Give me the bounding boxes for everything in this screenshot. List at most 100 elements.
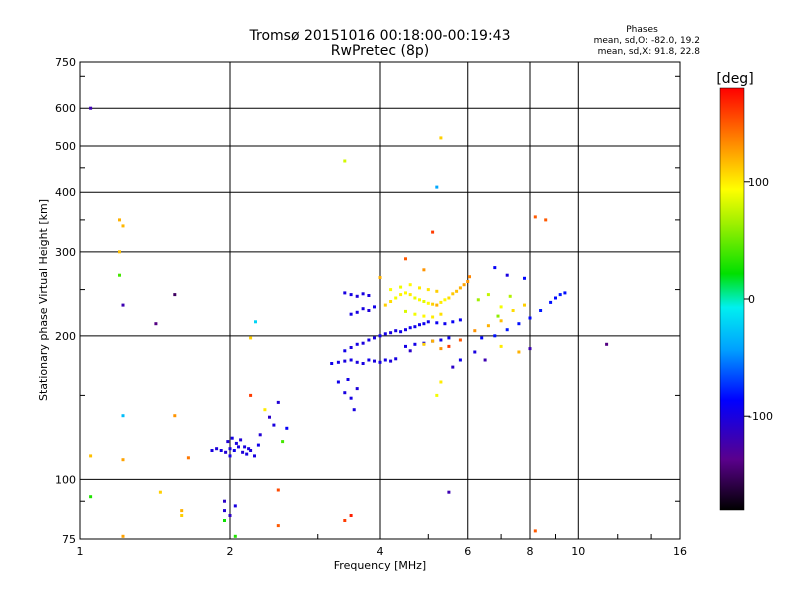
data-point [443, 322, 447, 326]
x-axis: 1 2 4 6 8 10 16 [77, 534, 687, 558]
x-tick-label: 10 [571, 545, 585, 558]
data-point [373, 336, 376, 340]
data-point [154, 322, 158, 326]
data-point [281, 440, 285, 444]
data-point [349, 396, 353, 400]
data-point [239, 438, 243, 442]
y-tick-label: 75 [62, 533, 76, 546]
data-point [118, 218, 121, 222]
data-point [158, 490, 162, 494]
data-point [404, 309, 407, 313]
plot-frame [79, 61, 681, 540]
data-point [439, 136, 443, 140]
data-point [533, 529, 537, 533]
data-point [223, 499, 226, 503]
data-point [243, 445, 247, 449]
data-point [408, 349, 412, 353]
data-points [89, 106, 609, 538]
data-point [343, 519, 347, 522]
data-point [431, 302, 435, 306]
x-tick-label: 1 [77, 545, 84, 558]
data-point [499, 344, 503, 348]
data-point [408, 283, 412, 287]
data-point [539, 309, 543, 312]
data-point [219, 449, 223, 452]
y-tick-label: 200 [55, 330, 76, 343]
data-point [383, 332, 387, 336]
data-point [343, 159, 347, 163]
y-tick-label: 400 [55, 186, 76, 199]
data-point [404, 257, 407, 261]
data-point [447, 336, 451, 340]
data-point [118, 250, 121, 254]
data-point [528, 316, 532, 320]
data-point [361, 292, 365, 296]
data-point [180, 514, 184, 517]
data-point [431, 230, 435, 234]
data-point [605, 342, 609, 346]
data-point [451, 365, 455, 369]
data-point [563, 291, 567, 295]
data-point [496, 314, 500, 318]
data-point [355, 360, 359, 364]
data-point [389, 359, 393, 363]
data-point [234, 441, 238, 445]
data-point [272, 423, 276, 427]
data-point [458, 318, 462, 322]
data-point [268, 415, 271, 419]
data-point [223, 509, 226, 513]
data-point [263, 408, 267, 412]
data-point [343, 391, 347, 395]
y-tick-label: 500 [55, 140, 76, 153]
data-point [361, 307, 365, 311]
x-tick-label: 2 [227, 545, 234, 558]
data-point [418, 286, 421, 290]
data-point [455, 289, 459, 293]
data-point [394, 357, 398, 361]
data-point [226, 440, 230, 444]
data-point [523, 303, 526, 307]
colorbar-tick-label: 0 [748, 293, 755, 306]
data-point [439, 300, 443, 304]
data-point [223, 519, 226, 522]
data-point [336, 380, 340, 384]
data-point [249, 393, 253, 397]
data-point [121, 303, 125, 307]
data-point [499, 305, 503, 309]
data-point [352, 408, 356, 412]
data-point [435, 289, 439, 293]
data-point [373, 359, 376, 363]
data-point [349, 358, 353, 362]
data-point [458, 338, 462, 342]
y-tick-label: 600 [55, 102, 76, 115]
x-tick-label: 16 [673, 545, 687, 558]
data-point [404, 344, 407, 348]
data-point [215, 447, 219, 451]
data-point [233, 504, 237, 508]
data-point [210, 449, 214, 452]
data-point [349, 346, 353, 349]
data-point [121, 458, 125, 462]
data-point [346, 378, 350, 381]
data-point [413, 296, 417, 300]
data-point [121, 414, 125, 418]
data-point [394, 329, 398, 333]
data-point [224, 450, 228, 454]
data-point [443, 298, 447, 302]
data-point [426, 320, 430, 324]
data-point [389, 300, 393, 303]
data-point [404, 328, 407, 332]
data-point [247, 447, 251, 451]
data-point [422, 300, 426, 303]
data-point [228, 514, 232, 517]
data-point [186, 456, 190, 460]
chart-title-line2: RwPretec (8p) [331, 43, 429, 59]
colorbar-tick-label: 100 [748, 176, 769, 189]
data-point [549, 300, 553, 304]
data-point [256, 443, 260, 447]
y-tick-label: 100 [55, 473, 76, 486]
data-point [399, 285, 403, 289]
data-point [431, 315, 435, 319]
data-point [422, 342, 426, 346]
data-point [439, 338, 443, 342]
